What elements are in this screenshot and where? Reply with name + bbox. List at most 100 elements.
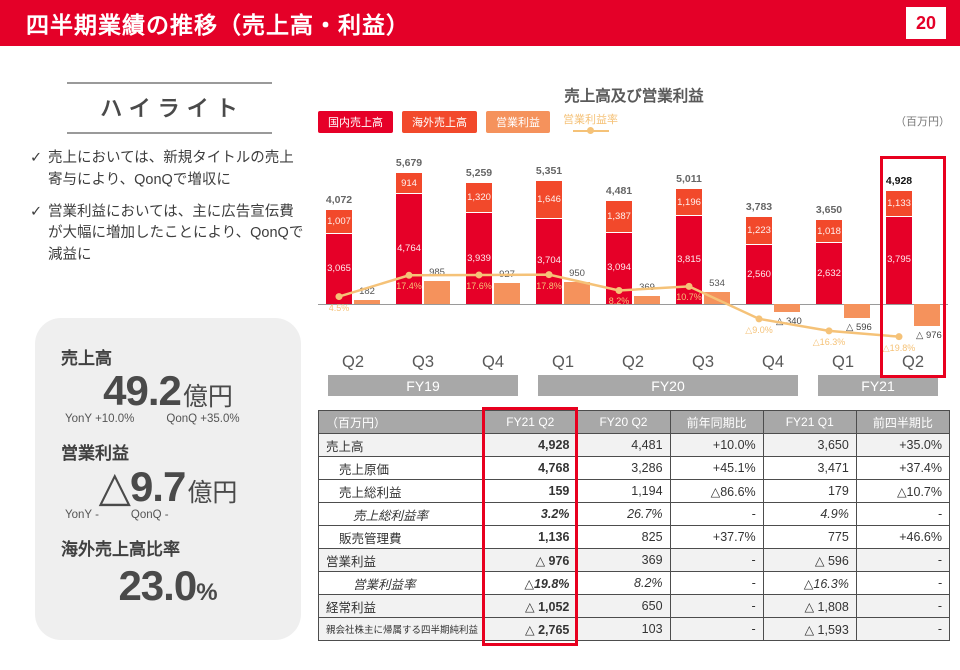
- quarter-label: Q3: [691, 353, 714, 371]
- sales-qonq: QonQ +35.0%: [166, 413, 240, 425]
- page-title: 四半期業績の推移（売上高・利益）: [26, 12, 410, 38]
- cell-value: +37.7%: [669, 525, 764, 549]
- operating-profit-label: △ 976: [916, 330, 942, 342]
- cell-value: -: [669, 502, 764, 526]
- op-yony: YonY -: [65, 509, 99, 521]
- profit-rate-label: △9.0%: [745, 324, 773, 335]
- chart-bar-group: 4,764 914 5,679 985 17.4%: [388, 141, 458, 351]
- fiscal-year-band: FY19: [328, 375, 518, 396]
- quarter-label: Q2: [341, 353, 364, 371]
- cell-value: +45.1%: [669, 456, 764, 480]
- highlight-bullet-text: 営業利益においては、主に広告宣伝費が大幅に増加したことにより、QonQで減益に: [48, 203, 304, 264]
- cell-value: 3.2%: [483, 502, 578, 526]
- total-sales-label: 5,259: [465, 167, 493, 180]
- op-metric-label: 営業利益: [61, 444, 129, 463]
- row-label: 営業利益率: [317, 571, 485, 595]
- total-sales-label: 5,011: [676, 172, 702, 185]
- overseas-sales-bar: [676, 188, 702, 217]
- cell-value: +37.4%: [855, 456, 951, 480]
- quarter-label: Q2: [621, 353, 644, 371]
- quarter-label: Q1: [831, 353, 854, 371]
- results-table: （百万円） FY21 Q2 FY20 Q2 前年同期比 FY21 Q1 前四半期比 売上高…: [317, 410, 951, 641]
- fiscal-year-bands: FY19 FY20 FY21: [318, 375, 950, 396]
- cell-value: 4.9%: [762, 502, 857, 526]
- highlight-rule-bottom: [66, 132, 272, 134]
- chart-bar-group: 2,560 1,223 3,783 △ 340 △9.0%: [738, 141, 808, 351]
- legend-item-line: 営業利益率: [563, 111, 618, 134]
- sales-metric-label: 売上高: [61, 349, 112, 368]
- cell-value: 8.2%: [576, 571, 671, 595]
- cell-value: -: [855, 502, 951, 526]
- table-row: 売上原価 4,768 3,286 +45.1% 3,471 +37.4%: [317, 456, 951, 480]
- profit-rate-label: 4.5%: [328, 302, 350, 313]
- chart-legend: （百万円） 国内売上高 海外売上高 営業利益 営業利益率: [318, 111, 950, 135]
- table-row: 経常利益 △ 1,052 650- △ 1,808-: [317, 594, 951, 618]
- overseas-sales-bar: [606, 200, 632, 233]
- highlight-section: ハイライト ✓ 売上においては、新規タイトルの売上寄与により、QonQで増収に ✓ 営…: [30, 82, 308, 277]
- line-marker-icon: [572, 127, 609, 134]
- overseas-value-label: 1,387: [607, 210, 631, 222]
- page-number: 20: [915, 12, 937, 33]
- profit-rate-label: 17.8%: [536, 280, 562, 291]
- highlight-title: ハイライト: [100, 96, 245, 121]
- op-metric-value: △9.7 億円: [61, 462, 275, 511]
- quarter-label: Q4: [481, 353, 504, 371]
- chart-plot: 3,065 1,007 4,072 182 4.5% 4,764 914 5,679 985 17…: [318, 141, 948, 353]
- total-sales-label: 3,650: [815, 204, 843, 217]
- cell-value: 775: [762, 525, 857, 549]
- cell-value: 3,650: [762, 433, 857, 457]
- chart-bar-group: 3,939 1,320 5,259 927 17.6%: [458, 141, 528, 351]
- check-icon: ✓: [30, 150, 43, 166]
- operating-profit-label: 182: [359, 285, 375, 297]
- highlight-bullets: ✓ 売上においては、新規タイトルの売上寄与により、QonQで増収に ✓ 営業利益におい…: [30, 148, 308, 267]
- domestic-value-label: 4,764: [397, 243, 421, 255]
- profit-rate-label: 17.4%: [396, 281, 422, 292]
- cell-value: △10.7%: [855, 479, 951, 503]
- op-qonq: QonQ -: [130, 509, 169, 521]
- operating-profit-label: 985: [429, 267, 445, 279]
- cell-value: +46.6%: [855, 525, 951, 549]
- table-row: 売上高 4,928 4,481 +10.0% 3,650 +35.0%: [317, 433, 951, 457]
- domestic-value-label: 3,094: [607, 262, 631, 274]
- overseas-ratio-unit: %: [196, 579, 218, 606]
- operating-profit-label: 927: [499, 268, 515, 280]
- overseas-value-label: 1,133: [887, 197, 911, 209]
- total-sales-label: 3,783: [745, 200, 773, 213]
- legend-item: 営業利益: [486, 111, 550, 133]
- domestic-value-label: 3,795: [887, 254, 911, 266]
- cell-value: 650: [576, 594, 671, 618]
- overseas-value-label: 1,223: [747, 225, 771, 237]
- quarter-label: Q3: [411, 353, 434, 371]
- table-header-row: （百万円） FY21 Q2 FY20 Q2 前年同期比 FY21 Q1 前四半期比: [317, 410, 951, 434]
- header-bar: 四半期業績の推移（売上高・利益） 20: [0, 0, 960, 46]
- cell-value: -: [855, 594, 951, 618]
- overseas-value-label: 1,646: [537, 193, 561, 205]
- highlight-rule-top: [66, 82, 272, 84]
- sales-metric-value: 49.2 億円: [61, 367, 275, 415]
- results-table-section: （百万円） FY21 Q2 FY20 Q2 前年同期比 FY21 Q1 前四半期比 売上高…: [317, 407, 951, 646]
- legend-item: 国内売上高: [318, 111, 393, 133]
- total-sales-label: 4,928: [885, 174, 913, 187]
- chart-unit-label: （百万円）: [895, 116, 950, 128]
- cell-value: -: [669, 617, 764, 641]
- overseas-sales-bar: [326, 210, 352, 234]
- cell-value: △ 976: [483, 548, 578, 572]
- total-sales-label: 4,481: [605, 184, 633, 197]
- table-row: 販売管理費 1,136 825 +37.7% 775 +46.6%: [317, 525, 951, 549]
- cell-value: +10.0%: [669, 433, 764, 457]
- row-label: 親会社株主に帰属する四半期純利益: [317, 617, 485, 641]
- overseas-sales-bar: [746, 216, 772, 246]
- operating-profit-bar: [774, 304, 800, 312]
- row-label: 売上原価: [317, 456, 485, 480]
- quarter-label: Q2: [901, 353, 924, 371]
- cell-value: -: [855, 617, 951, 641]
- total-sales-label: 5,351: [535, 164, 563, 177]
- chart-bar-group: 3,704 1,646 5,351 950 17.8%: [528, 141, 598, 351]
- sales-metric-number: 49.2: [103, 367, 182, 414]
- op-metric-sub: YonY - QonQ -: [65, 509, 275, 521]
- row-label: 売上総利益: [317, 479, 485, 503]
- row-label: 経常利益: [317, 594, 485, 618]
- overseas-value-label: 1,007: [327, 215, 351, 227]
- domestic-value-label: 3,704: [537, 255, 561, 267]
- check-icon: ✓: [30, 203, 43, 220]
